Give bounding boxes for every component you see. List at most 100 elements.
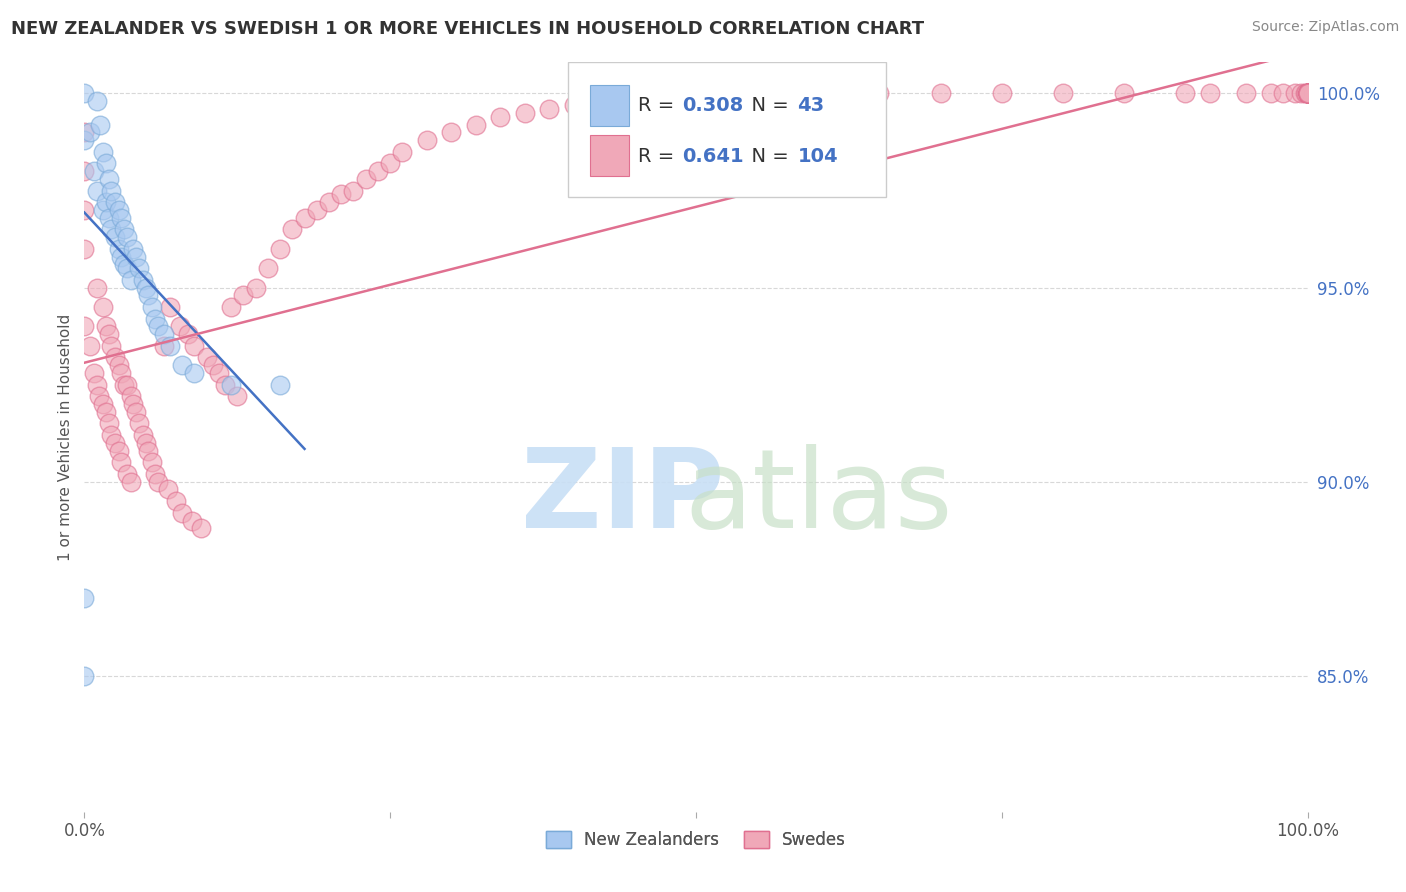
Point <box>120 273 142 287</box>
Point <box>183 366 205 380</box>
Point <box>110 250 132 264</box>
Text: R =: R = <box>638 146 681 166</box>
Point <box>190 521 212 535</box>
Point <box>96 195 118 210</box>
Point <box>97 172 120 186</box>
Point <box>159 300 181 314</box>
Point <box>172 358 194 372</box>
Point <box>354 172 377 186</box>
Point <box>562 98 585 112</box>
Text: N =: N = <box>738 96 794 115</box>
Point <box>79 125 101 139</box>
Point <box>172 506 194 520</box>
Point <box>112 222 135 236</box>
Point <box>83 164 105 178</box>
Point <box>143 467 166 481</box>
Point <box>135 436 157 450</box>
Point <box>96 319 118 334</box>
Point <box>1236 87 1258 101</box>
Point <box>146 319 169 334</box>
Point <box>305 202 328 217</box>
Point <box>245 280 267 294</box>
Point <box>232 288 254 302</box>
Y-axis label: 1 or more Vehicles in Household: 1 or more Vehicles in Household <box>58 313 73 561</box>
Point <box>120 389 142 403</box>
Point <box>281 222 304 236</box>
Point <box>132 428 155 442</box>
Point <box>107 443 129 458</box>
Point <box>219 300 242 314</box>
Point <box>440 125 463 139</box>
Point <box>318 195 340 210</box>
Point <box>1296 87 1319 101</box>
Point <box>183 339 205 353</box>
Point <box>110 455 132 469</box>
Point <box>201 358 224 372</box>
Point <box>79 339 101 353</box>
Point <box>156 483 179 497</box>
Point <box>269 377 291 392</box>
Text: N =: N = <box>738 146 794 166</box>
Point <box>104 195 127 210</box>
Point <box>143 311 166 326</box>
Point <box>391 145 413 159</box>
Point <box>513 106 536 120</box>
Point <box>73 164 96 178</box>
Point <box>125 250 148 264</box>
Point <box>1114 87 1136 101</box>
Point <box>165 494 187 508</box>
Point <box>100 222 122 236</box>
Text: 104: 104 <box>797 146 838 166</box>
Point <box>125 405 148 419</box>
Point <box>181 514 204 528</box>
Point <box>73 133 96 147</box>
Point <box>73 591 96 606</box>
Point <box>929 87 952 101</box>
Point <box>100 339 122 353</box>
Point <box>1272 87 1295 101</box>
Point <box>1260 87 1282 101</box>
Point <box>97 211 120 225</box>
Point <box>195 351 218 365</box>
Point <box>1296 87 1319 101</box>
Point <box>1296 87 1319 101</box>
Point <box>73 202 96 217</box>
Point <box>87 389 110 403</box>
Point <box>107 242 129 256</box>
Text: R =: R = <box>638 96 681 115</box>
Point <box>115 230 138 244</box>
Point <box>1291 87 1313 101</box>
Point <box>136 443 159 458</box>
Point <box>1296 87 1319 101</box>
Point <box>342 184 364 198</box>
Point <box>367 164 389 178</box>
Point <box>128 417 150 431</box>
Point <box>86 95 108 109</box>
FancyBboxPatch shape <box>589 135 628 177</box>
FancyBboxPatch shape <box>589 85 628 126</box>
FancyBboxPatch shape <box>568 62 886 197</box>
Point <box>73 242 96 256</box>
Point <box>97 417 120 431</box>
Point <box>86 280 108 294</box>
Point <box>83 366 105 380</box>
Point <box>73 319 96 334</box>
Point <box>120 475 142 489</box>
Point <box>624 95 647 109</box>
Point <box>107 202 129 217</box>
Point <box>1284 87 1306 101</box>
Point <box>122 242 145 256</box>
Point <box>219 377 242 392</box>
Point <box>73 125 96 139</box>
Point <box>1296 87 1319 101</box>
Point <box>153 339 176 353</box>
Point <box>685 90 707 104</box>
Point <box>831 87 853 101</box>
Point <box>330 187 353 202</box>
Point <box>115 377 138 392</box>
Point <box>104 230 127 244</box>
Point <box>1052 87 1074 101</box>
Point <box>1296 87 1319 101</box>
Point <box>128 261 150 276</box>
Point <box>226 389 249 403</box>
